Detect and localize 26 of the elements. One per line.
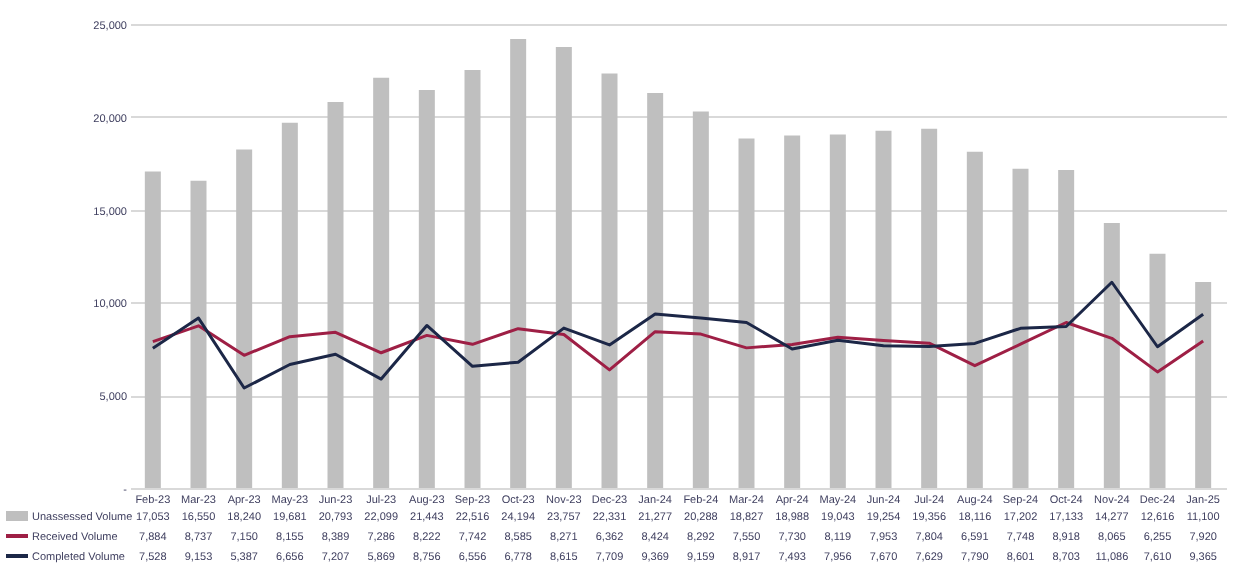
bar	[1195, 281, 1212, 488]
line-series	[151, 280, 1205, 390]
bar	[692, 111, 709, 488]
bar	[966, 151, 983, 488]
bar	[829, 134, 846, 488]
bar	[418, 90, 435, 488]
bar	[281, 122, 298, 488]
bar	[601, 73, 618, 488]
bar	[1149, 253, 1166, 488]
line-series	[151, 320, 1205, 374]
bar	[1058, 170, 1075, 488]
bar	[510, 38, 527, 488]
bar	[1012, 168, 1029, 488]
bar	[647, 93, 664, 488]
bar	[327, 102, 344, 488]
bar	[555, 47, 572, 488]
bar	[190, 180, 207, 488]
bar	[875, 130, 892, 488]
bar	[1103, 223, 1120, 488]
bar	[373, 77, 390, 488]
bar	[464, 70, 481, 488]
bar	[921, 128, 938, 488]
bar	[236, 149, 253, 488]
bar	[144, 171, 161, 488]
bar	[784, 135, 801, 488]
bar	[738, 138, 755, 488]
